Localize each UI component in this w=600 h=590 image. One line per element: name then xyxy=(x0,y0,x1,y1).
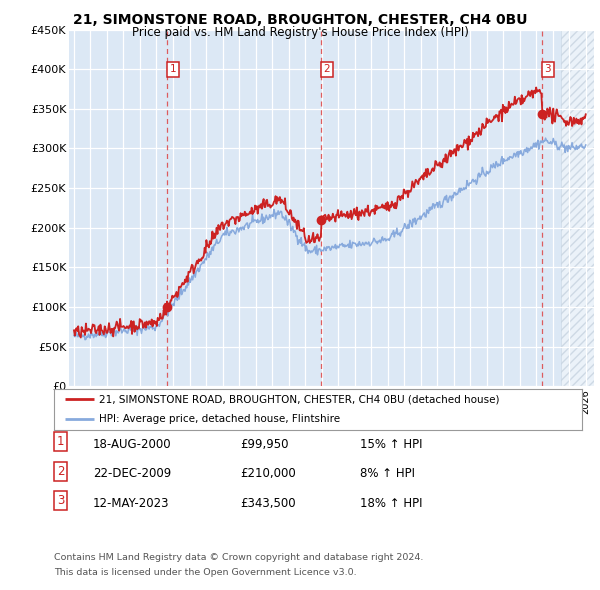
Text: Price paid vs. HM Land Registry's House Price Index (HPI): Price paid vs. HM Land Registry's House … xyxy=(131,26,469,39)
Text: 3: 3 xyxy=(57,494,64,507)
Text: 18% ↑ HPI: 18% ↑ HPI xyxy=(360,497,422,510)
Text: 21, SIMONSTONE ROAD, BROUGHTON, CHESTER, CH4 0BU (detached house): 21, SIMONSTONE ROAD, BROUGHTON, CHESTER,… xyxy=(99,395,499,404)
Text: 18-AUG-2000: 18-AUG-2000 xyxy=(93,438,172,451)
Text: Contains HM Land Registry data © Crown copyright and database right 2024.: Contains HM Land Registry data © Crown c… xyxy=(54,553,424,562)
Text: £99,950: £99,950 xyxy=(240,438,289,451)
Text: 22-DEC-2009: 22-DEC-2009 xyxy=(93,467,171,480)
Text: 2: 2 xyxy=(324,64,331,74)
Text: 2: 2 xyxy=(57,465,65,478)
Text: 1: 1 xyxy=(57,435,65,448)
Bar xyxy=(561,30,600,386)
Text: This data is licensed under the Open Government Licence v3.0.: This data is licensed under the Open Gov… xyxy=(54,568,356,577)
Text: 1: 1 xyxy=(169,64,176,74)
Text: £343,500: £343,500 xyxy=(240,497,296,510)
Text: £210,000: £210,000 xyxy=(240,467,296,480)
Text: 12-MAY-2023: 12-MAY-2023 xyxy=(93,497,170,510)
Text: 21, SIMONSTONE ROAD, BROUGHTON, CHESTER, CH4 0BU: 21, SIMONSTONE ROAD, BROUGHTON, CHESTER,… xyxy=(73,13,527,27)
Text: 3: 3 xyxy=(545,64,551,74)
Text: 15% ↑ HPI: 15% ↑ HPI xyxy=(360,438,422,451)
Text: HPI: Average price, detached house, Flintshire: HPI: Average price, detached house, Flin… xyxy=(99,415,340,424)
Text: 8% ↑ HPI: 8% ↑ HPI xyxy=(360,467,415,480)
